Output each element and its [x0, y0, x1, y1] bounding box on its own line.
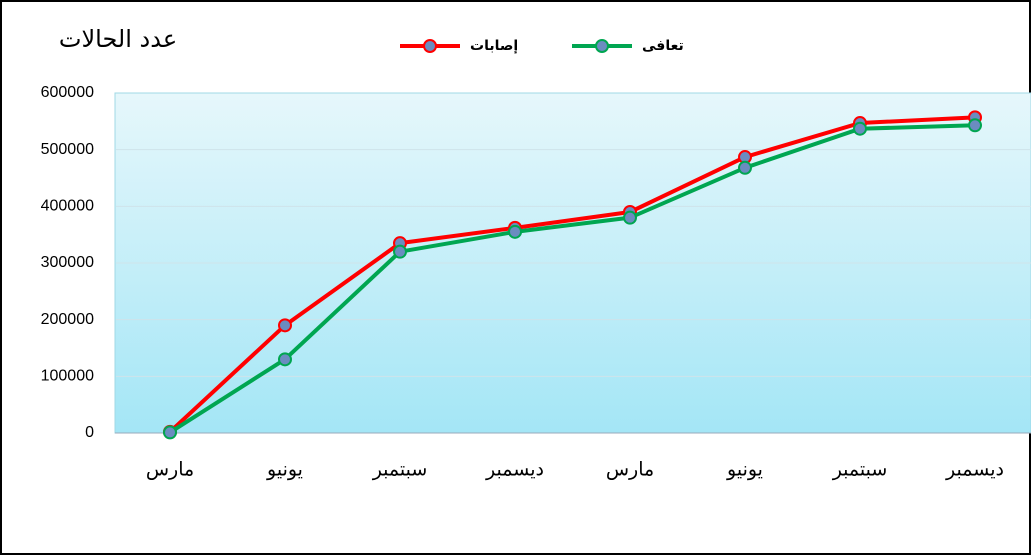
x-tick-label: ديسمبر — [485, 459, 544, 481]
point — [508, 224, 522, 239]
point — [278, 318, 292, 333]
legend-marker — [595, 39, 609, 53]
point — [968, 118, 982, 133]
y-tick-label: 100000 — [41, 368, 94, 385]
point — [853, 121, 867, 136]
x-tick-label: سبتمبر — [832, 459, 888, 481]
x-tick-label: مارس — [146, 459, 194, 481]
point — [163, 425, 177, 440]
x-tick-label: مارس — [606, 459, 654, 481]
y-tick-label: 0 — [85, 424, 94, 441]
point — [623, 210, 637, 225]
legend-label: تعافى — [642, 38, 684, 54]
legend-marker — [423, 39, 437, 53]
y-tick-label: 200000 — [41, 311, 94, 328]
series-line — [168, 123, 976, 435]
x-tick-label: يونيو — [266, 459, 303, 481]
point — [278, 352, 292, 367]
y-tick-label: 400000 — [41, 198, 94, 215]
x-tick-label: ديسمبر — [945, 459, 1004, 481]
legend-label: إصابات — [470, 38, 518, 54]
x-tick-label: يونيو — [726, 459, 763, 481]
x-tick-label: سبتمبر — [372, 459, 428, 481]
y-tick-label: 300000 — [41, 254, 94, 271]
y-tick-label: 500000 — [41, 141, 94, 158]
point — [738, 160, 752, 175]
series-line — [168, 115, 976, 434]
chart-title: عدد الحالات — [59, 25, 177, 53]
point — [393, 244, 407, 259]
y-tick-label: 600000 — [41, 84, 94, 101]
